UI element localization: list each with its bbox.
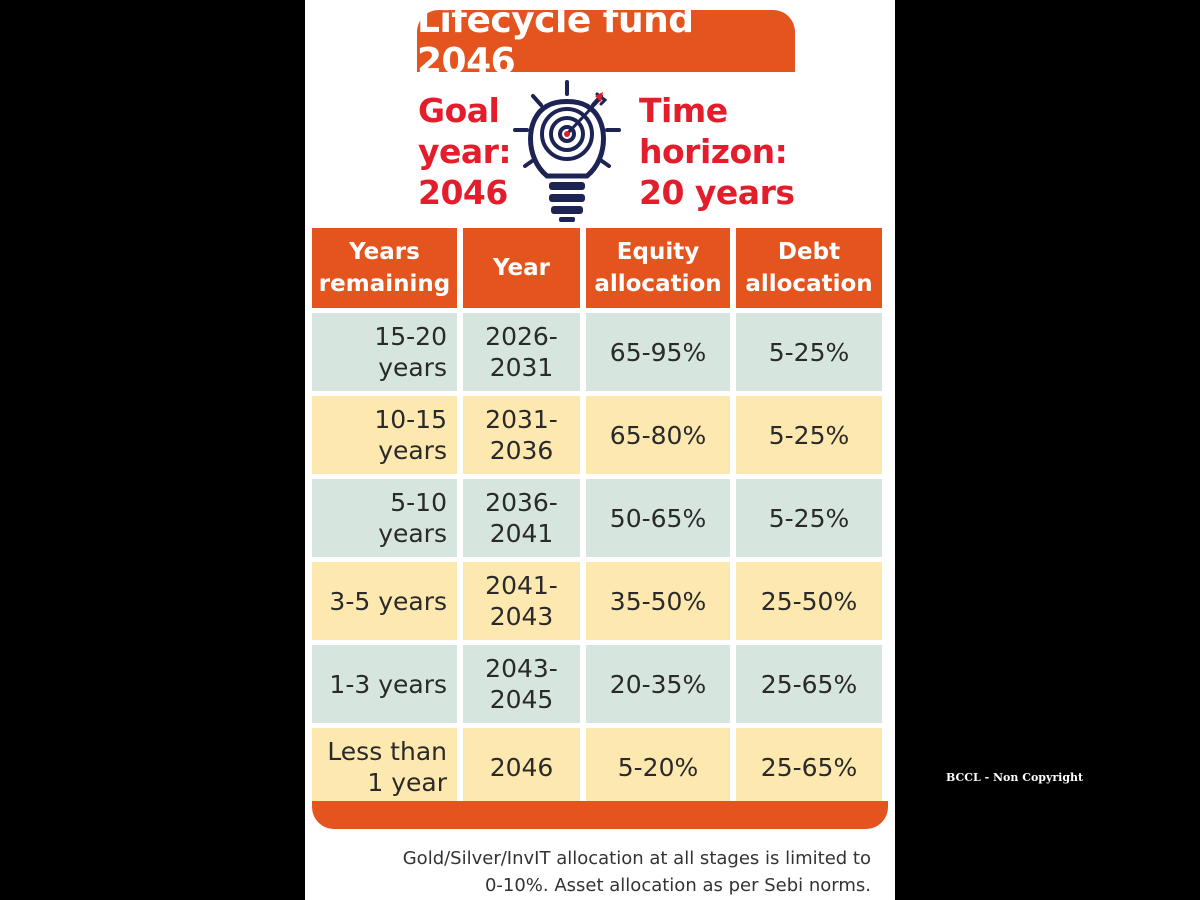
table-row: Less than 1 year 2046 5-20% 25-65% [312, 728, 888, 806]
table-header-row: Years remaining Year Equity allocation Deb… [312, 228, 888, 308]
cell-debt-allocation: 5-25% [736, 396, 882, 474]
cell-debt-allocation: 5-25% [736, 313, 882, 391]
cell-year: 2026- 2031 [463, 313, 580, 391]
cell-equity-allocation: 20-35% [586, 645, 730, 723]
credit-text: BCCL - Non Copyright [946, 771, 1084, 784]
header-year: Year [463, 228, 580, 308]
cell-equity-allocation: 35-50% [586, 562, 730, 640]
allocation-table: Years remaining Year Equity allocation Deb… [312, 228, 888, 811]
table-row: 15-20 years 2026- 2031 65-95% 5-25% [312, 313, 888, 391]
cell-years-remaining: 10-15 years [312, 396, 457, 474]
table-row: 10-15 years 2031- 2036 65-80% 5-25% [312, 396, 888, 474]
goal-line: 2046 [418, 173, 508, 212]
title-banner: Lifecycle fund 2046 [417, 0, 795, 82]
cell-years-remaining: 3-5 years [312, 562, 457, 640]
header-years-remaining: Years remaining [312, 228, 457, 308]
infographic-card: Lifecycle fund 2046 Goal year: 2046 [305, 0, 895, 900]
header-debt-allocation: Debt allocation [736, 228, 882, 308]
lightbulb-target-icon [513, 80, 621, 222]
cell-year: 2041- 2043 [463, 562, 580, 640]
table-bottom-bar [312, 801, 888, 829]
cell-equity-allocation: 50-65% [586, 479, 730, 557]
cell-year: 2036- 2041 [463, 479, 580, 557]
table-row: 5-10 years 2036- 2041 50-65% 5-25% [312, 479, 888, 557]
header-equity-allocation: Equity allocation [586, 228, 730, 308]
cell-year: 2046 [463, 728, 580, 806]
cell-years-remaining: 1-3 years [312, 645, 457, 723]
cell-debt-allocation: 25-65% [736, 645, 882, 723]
cell-debt-allocation: 25-50% [736, 562, 882, 640]
footnote-line: Gold/Silver/InvIT allocation at all stag… [402, 848, 871, 869]
cell-debt-allocation: 25-65% [736, 728, 882, 806]
cell-equity-allocation: 65-95% [586, 313, 730, 391]
footnote: Gold/Silver/InvIT allocation at all stag… [311, 845, 871, 899]
cell-year: 2031- 2036 [463, 396, 580, 474]
horizon-line: Time [639, 91, 728, 130]
goal-line: year: [418, 132, 512, 171]
cell-years-remaining: 5-10 years [312, 479, 457, 557]
table-row: 3-5 years 2041- 2043 35-50% 25-50% [312, 562, 888, 640]
cell-equity-allocation: 65-80% [586, 396, 730, 474]
cell-debt-allocation: 5-25% [736, 479, 882, 557]
goal-line: Goal [418, 91, 500, 130]
goal-year-text: Goal year: 2046 [418, 90, 512, 213]
cell-years-remaining: 15-20 years [312, 313, 457, 391]
cell-equity-allocation: 5-20% [586, 728, 730, 806]
time-horizon-text: Time horizon: 20 years [639, 90, 795, 213]
cell-year: 2043- 2045 [463, 645, 580, 723]
horizon-line: horizon: [639, 132, 788, 171]
horizon-line: 20 years [639, 173, 795, 212]
footnote-line: 0-10%. Asset allocation as per Sebi norm… [484, 875, 871, 896]
cell-years-remaining: Less than 1 year [312, 728, 457, 806]
table-row: 1-3 years 2043- 2045 20-35% 25-65% [312, 645, 888, 723]
